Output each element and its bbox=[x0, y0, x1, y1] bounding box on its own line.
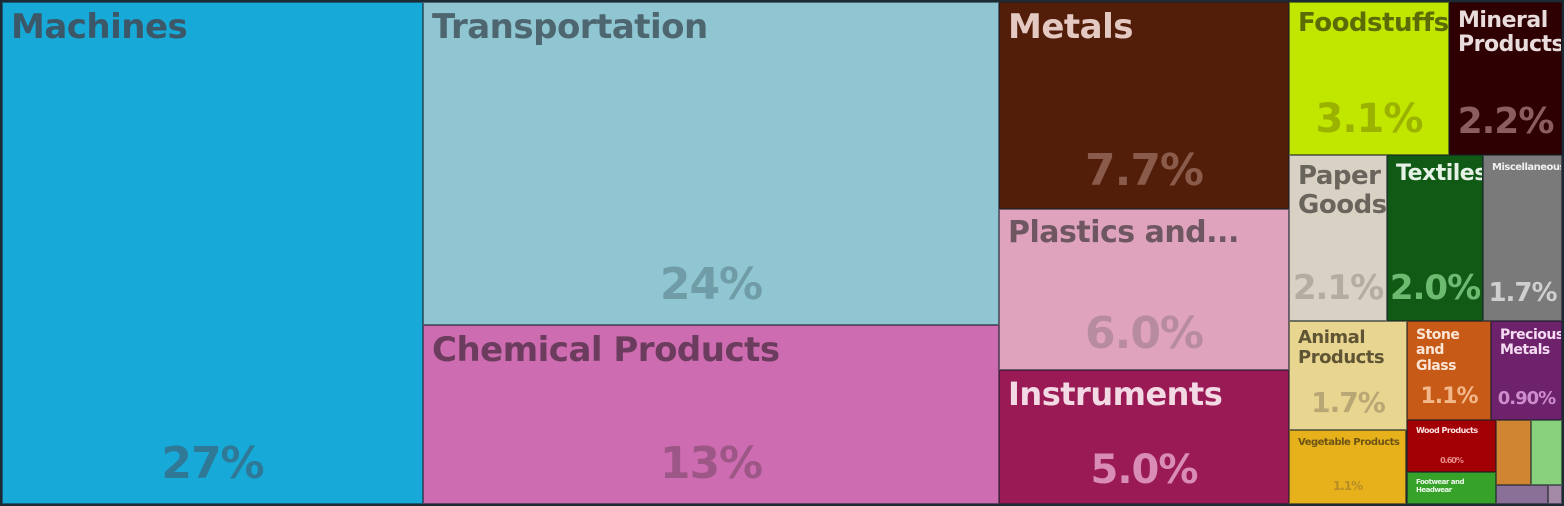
tile-label: Precious Metals bbox=[1500, 327, 1562, 359]
tile-label: Paper Goods bbox=[1298, 161, 1387, 220]
tile-percent: 1.7% bbox=[1311, 386, 1386, 419]
treemap-tile-paper-goods[interactable]: Paper Goods 2.1% bbox=[1289, 155, 1387, 321]
tile-label: Transportation bbox=[432, 7, 708, 47]
tile-percent: 27% bbox=[161, 438, 264, 489]
tile-percent: 7.7% bbox=[1084, 145, 1204, 196]
treemap-tile-plastics-and[interactable]: Plastics and... 6.0% bbox=[999, 209, 1289, 370]
tile-percent: 1.7% bbox=[1488, 278, 1557, 308]
tile-percent: 1.1% bbox=[1332, 479, 1363, 493]
tile-percent: 0.90% bbox=[1497, 388, 1556, 409]
tile-percent: 2.1% bbox=[1292, 268, 1384, 308]
treemap-tile-textiles[interactable]: Textiles 2.0% bbox=[1387, 155, 1483, 321]
tile-percent: 6.0% bbox=[1084, 308, 1204, 359]
tile-label: Wood Products bbox=[1416, 426, 1478, 435]
treemap-tile-chemical-products[interactable]: Chemical Products 13% bbox=[423, 325, 999, 504]
treemap-tile-machines[interactable]: Machines 27% bbox=[2, 2, 423, 504]
tile-label: Metals bbox=[1008, 7, 1133, 47]
tile-percent: 1.1% bbox=[1420, 384, 1478, 409]
tile-label: Animal Products bbox=[1298, 327, 1385, 368]
tile-label: Machines bbox=[11, 7, 188, 47]
treemap-tile-miscellaneous[interactable]: Miscellaneous 1.7% bbox=[1483, 155, 1562, 321]
treemap-tile-precious-metals[interactable]: Precious Metals 0.90% bbox=[1491, 321, 1562, 420]
tile-label: Textiles bbox=[1396, 161, 1483, 186]
tile-label: Miscellaneous bbox=[1492, 162, 1562, 173]
treemap-tile-tile-18[interactable] bbox=[1496, 420, 1531, 485]
tile-percent: 5.0% bbox=[1090, 447, 1199, 493]
treemap-tile-vegetable-products[interactable]: Vegetable Products 1.1% bbox=[1289, 430, 1406, 504]
treemap-tile-tile-19[interactable] bbox=[1531, 420, 1562, 485]
tile-label: Instruments bbox=[1008, 375, 1223, 413]
treemap-tile-tile-20[interactable] bbox=[1496, 485, 1548, 504]
tile-percent: 2.0% bbox=[1389, 268, 1481, 308]
tile-label: Stone and Glass bbox=[1416, 327, 1460, 374]
treemap-tile-stone-and-glass[interactable]: Stone and Glass 1.1% bbox=[1407, 321, 1491, 420]
treemap-tile-foodstuffs[interactable]: Foodstuffs 3.1% bbox=[1289, 2, 1449, 155]
tile-label: Mineral Products bbox=[1458, 8, 1562, 58]
tile-percent: 2.2% bbox=[1457, 101, 1555, 142]
treemap-tile-mineral-products[interactable]: Mineral Products 2.2% bbox=[1449, 2, 1562, 155]
tile-percent: 0.60% bbox=[1440, 456, 1464, 465]
treemap-tile-metals[interactable]: Metals 7.7% bbox=[999, 2, 1289, 209]
treemap-tile-instruments[interactable]: Instruments 5.0% bbox=[999, 370, 1289, 504]
treemap-tile-tile-21[interactable] bbox=[1548, 485, 1562, 504]
treemap-tile-animal-products[interactable]: Animal Products 1.7% bbox=[1289, 321, 1407, 430]
tile-label: Chemical Products bbox=[432, 330, 780, 370]
tile-label: Vegetable Products bbox=[1298, 437, 1400, 448]
treemap-tile-wood-products[interactable]: Wood Products 0.60% bbox=[1407, 420, 1496, 472]
tile-percent: 3.1% bbox=[1315, 96, 1424, 142]
treemap-tile-footwear-and-headwear[interactable]: Footwear and Headwear bbox=[1407, 472, 1496, 504]
tile-label: Foodstuffs bbox=[1298, 8, 1449, 38]
tile-label: Plastics and... bbox=[1008, 215, 1239, 250]
tile-percent: 13% bbox=[659, 438, 763, 489]
tile-percent: 24% bbox=[659, 259, 763, 310]
treemap-tile-transportation[interactable]: Transportation 24% bbox=[423, 2, 999, 325]
tile-label: Footwear and Headwear bbox=[1416, 478, 1465, 494]
